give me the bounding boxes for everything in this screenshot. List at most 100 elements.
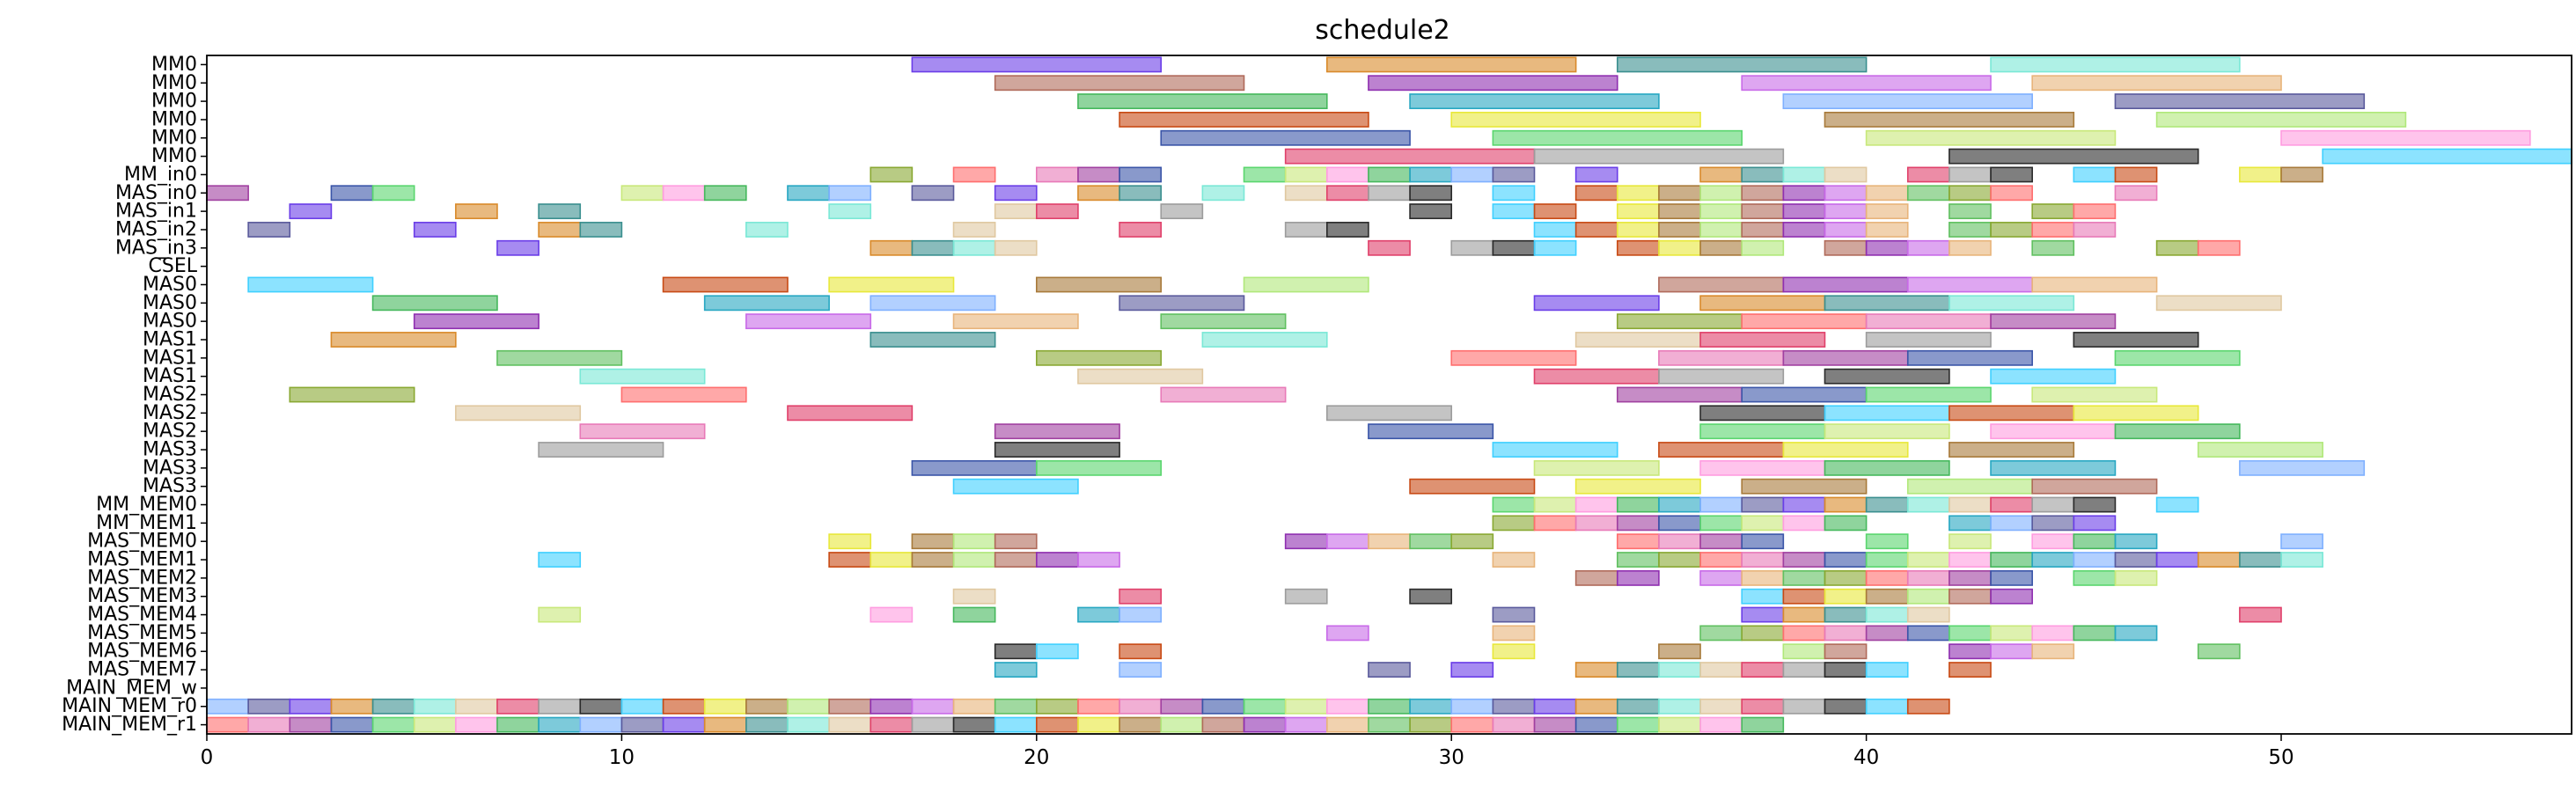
gantt-bar <box>1492 496 1536 513</box>
gantt-bar <box>1949 625 1992 642</box>
gantt-bar <box>1492 698 1536 715</box>
gantt-bar <box>1658 185 1701 202</box>
gantt-bar <box>1699 716 1743 733</box>
gantt-bar <box>2031 478 2158 495</box>
gantt-bar <box>1492 239 1536 256</box>
gantt-bar <box>1574 222 1618 238</box>
gantt-bar <box>952 533 996 550</box>
gantt-bar <box>1325 625 1369 642</box>
gantt-bar <box>538 606 582 623</box>
gantt-bar <box>1201 698 1245 715</box>
y-tick-label: MAS_MEM7 <box>87 659 197 681</box>
gantt-bar <box>2280 166 2323 183</box>
gantt-bar <box>2155 552 2199 568</box>
gantt-bar <box>994 533 1038 550</box>
y-tick-label: MAS_MEM6 <box>87 641 197 663</box>
gantt-bar <box>1160 698 1204 715</box>
gantt-bar <box>1865 496 1909 513</box>
gantt-bar <box>1699 166 1743 183</box>
gantt-bar <box>206 716 249 733</box>
gantt-bar <box>870 239 914 256</box>
gantt-bar <box>1990 643 2033 660</box>
gantt-bar <box>1077 606 1120 623</box>
gantt-bar <box>1368 698 1411 715</box>
gantt-bar <box>289 203 333 220</box>
gantt-bar <box>247 222 291 238</box>
gantt-bar <box>1990 56 2241 73</box>
y-tick-label: MM0 <box>151 145 197 167</box>
gantt-bar <box>1824 295 1950 312</box>
gantt-bar <box>2031 496 2075 513</box>
gantt-bar <box>1990 313 2117 330</box>
gantt-bar <box>870 295 996 312</box>
gantt-bar <box>870 698 914 715</box>
gantt-bar <box>1949 515 1992 532</box>
gantt-bar <box>1824 405 1950 422</box>
gantt-bar <box>1160 313 1287 330</box>
gantt-bar <box>1036 349 1163 366</box>
gantt-bar <box>2197 643 2241 660</box>
gantt-bar <box>911 533 955 550</box>
gantt-bar <box>1782 93 2033 110</box>
gantt-bar <box>1616 662 1660 678</box>
gantt-bar <box>2280 552 2323 568</box>
gantt-bar <box>1782 222 1826 238</box>
gantt-bar <box>1409 185 1453 202</box>
y-tick-label: MAS0 <box>143 274 197 296</box>
gantt-bar <box>1368 75 1618 92</box>
gantt-bar <box>1824 515 1868 532</box>
gantt-bar <box>1616 716 1660 733</box>
y-axis: MM0MM0MM0MM0MM0MM0MM_in0MAS_in0MAS_in1MA… <box>62 54 207 736</box>
gantt-bar <box>1741 552 1785 568</box>
gantt-bar <box>1325 698 1369 715</box>
gantt-bar <box>1492 185 1536 202</box>
gantt-bar <box>289 698 333 715</box>
gantt-bar <box>455 698 498 715</box>
gantt-bar <box>330 332 457 348</box>
gantt-bar <box>1160 203 1204 220</box>
y-tick-label: MAS_in0 <box>115 182 197 204</box>
gantt-bar <box>1865 313 1992 330</box>
gantt-bar <box>662 716 706 733</box>
gantt-bar <box>1949 166 1992 183</box>
gantt-bar <box>1699 185 1743 202</box>
gantt-bar <box>1243 716 1287 733</box>
gantt-bar <box>994 662 1038 678</box>
gantt-bar <box>1409 478 1536 495</box>
gantt-bar <box>1616 552 1660 568</box>
gantt-bar <box>1949 222 1992 238</box>
gantt-bar <box>538 203 582 220</box>
gantt-bar <box>1741 625 1785 642</box>
gantt-bar <box>1492 625 1536 642</box>
gantt-bar <box>2197 442 2323 458</box>
gantt-bar <box>1658 203 1701 220</box>
gantt-bar <box>1368 239 1411 256</box>
gantt-bar <box>455 405 582 422</box>
gantt-bar <box>1906 349 2033 366</box>
gantt-bar <box>1325 716 1369 733</box>
gantt-bar <box>1409 716 1453 733</box>
gantt-bar <box>1574 515 1618 532</box>
gantt-bar <box>1741 698 1785 715</box>
gantt-bar <box>994 185 1038 202</box>
gantt-bar <box>2031 386 2158 403</box>
gantt-bar <box>1824 368 1950 385</box>
gantt-bar <box>1243 276 1369 293</box>
gantt-bar <box>1616 239 1660 256</box>
gantt-bar <box>538 442 664 458</box>
x-tick-label: 0 <box>201 746 214 769</box>
gantt-bar <box>1450 166 1494 183</box>
gantt-bar <box>496 349 623 366</box>
gantt-bar <box>1906 166 1950 183</box>
gantt-bar <box>994 643 1038 660</box>
gantt-bar <box>1368 423 1494 440</box>
gantt-bar <box>1616 313 1743 330</box>
gantt-bar <box>1533 239 1577 256</box>
gantt-bar <box>2031 625 2075 642</box>
gantt-bar <box>538 552 582 568</box>
gantt-bar <box>1949 552 1992 568</box>
gantt-bar <box>1865 606 1909 623</box>
gantt-bar <box>1409 166 1453 183</box>
gantt-bar <box>1949 643 1992 660</box>
y-tick-label: MM0 <box>151 91 197 113</box>
